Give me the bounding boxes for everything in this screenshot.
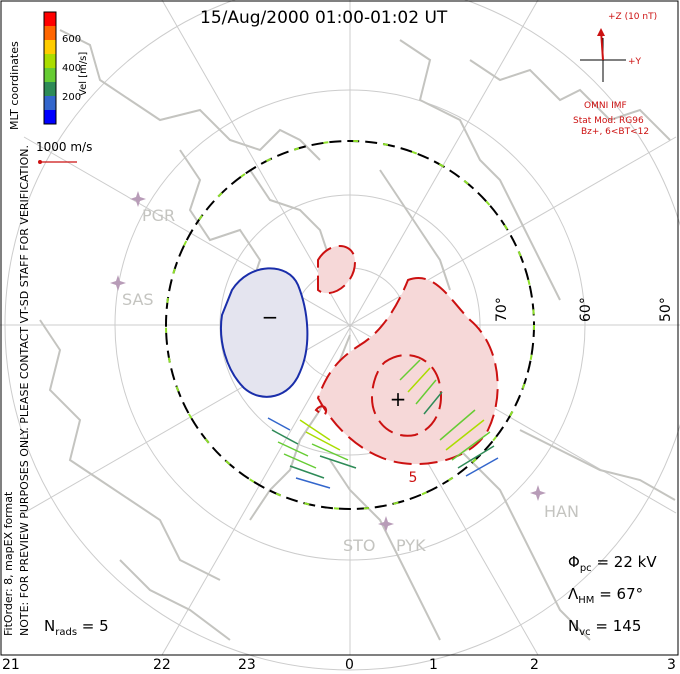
radar-count: Nrads = 5 [44, 617, 109, 638]
color-scale-bar [43, 11, 57, 125]
radar-label-pgr: PGR [142, 206, 176, 225]
contour-minus-label: − [262, 305, 279, 329]
radar-marker-sto [378, 516, 394, 532]
color-scale-tick-400: 400 [62, 63, 82, 74]
radar-marker-han [530, 485, 546, 501]
vector-count: Nvc = 145 [568, 617, 642, 638]
mlt-tick-22: 22 [153, 657, 171, 673]
contour-plus-label: + [390, 387, 407, 411]
radar-marker-pgr [130, 191, 146, 207]
contour-value-label: 5 [409, 470, 418, 486]
mlt-tick-0: 0 [345, 657, 354, 673]
imf-bin-label: Bz+, 6<BT<12 [581, 127, 650, 137]
radar-label-sas: SAS [122, 290, 154, 309]
radar-markers [110, 191, 546, 532]
radar-label-pyk: PYK [396, 536, 426, 555]
mlt-tick-23: 23 [238, 657, 256, 673]
imf-z-label: +Z (10 nT) [608, 12, 658, 22]
negative-potential-cell [220, 267, 309, 398]
imf-source-label: OMNI IMF [584, 101, 627, 111]
plot-frame [0, 0, 679, 656]
cross-polar-potential: Φpc = 22 kV [568, 553, 657, 574]
boundary-highlight [165, 140, 535, 510]
color-scale-tick-600: 600 [62, 34, 82, 45]
positive-potential-cells [314, 245, 499, 466]
radar-label-sto: STO [343, 536, 376, 555]
verification-note: NOTE: FOR PREVIEW PURPOSES ONLY. PLEASE … [18, 144, 31, 636]
latitude-label-50: 50° [658, 297, 674, 322]
latitude-label-60: 60° [578, 297, 594, 322]
mlt-tick-3: 3 [667, 657, 676, 673]
radar-marker-sas [110, 275, 126, 291]
color-scale-tick-200: 200 [62, 92, 82, 103]
mlt-coordinates-label: MLT coordinates [8, 41, 21, 130]
radar-label-han: HAN [544, 502, 579, 521]
page-title: 15/Aug/2000 01:00-01:02 UT [200, 8, 448, 28]
fit-order-label: FitOrder: 8, mapEX format [2, 491, 15, 636]
imf-clock-dial [580, 28, 626, 82]
mlt-tick-2: 2 [530, 657, 539, 673]
latitude-label-70: 70° [494, 297, 510, 322]
velocity-vectors [267, 359, 499, 489]
velocity-scale-label: 1000 m/s [36, 140, 93, 154]
stat-model-label: Stat Mod: RG96 [573, 116, 644, 126]
imf-y-label: +Y [628, 57, 642, 67]
mlt-tick-21: 21 [2, 657, 20, 673]
mlt-tick-1: 1 [429, 657, 438, 673]
hm-boundary-latitude: ΛHM = 67° [568, 585, 644, 606]
velocity-scale-arrow [38, 160, 77, 164]
